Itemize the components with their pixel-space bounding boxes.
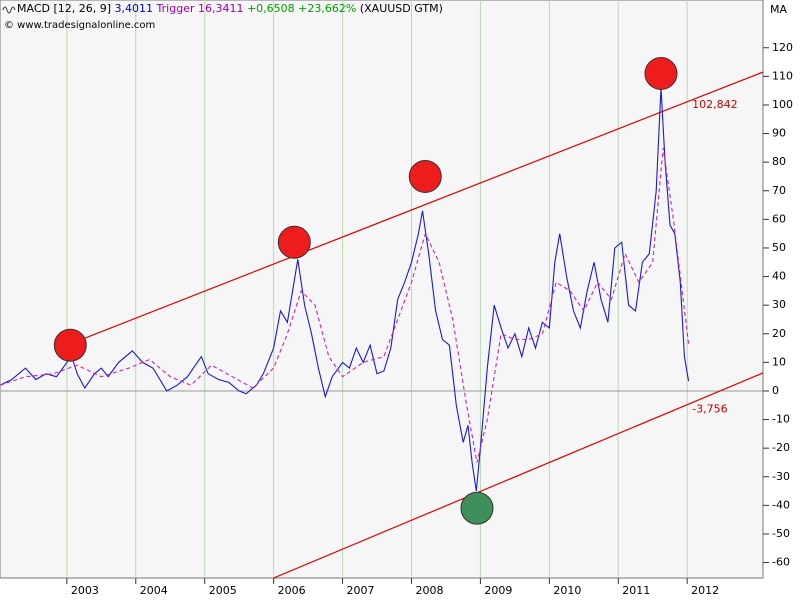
axis-title: MA — [770, 3, 787, 16]
axes: 2003 2004 2005 2006 2007 2008 2009 2010 2011 2012… — [66, 41, 793, 597]
annotation: -3,756 — [692, 403, 727, 416]
y-tick-label: 50 — [772, 241, 786, 254]
x-tick-label: 2003 — [71, 584, 99, 597]
indicator-icon — [2, 6, 16, 14]
change: +0,6508 +23,662% — [247, 2, 356, 15]
y-tick-label: -10 — [772, 413, 790, 426]
trigger: Trigger 16,3411 — [156, 2, 244, 15]
y-tick-label: 120 — [772, 41, 793, 54]
x-tick-label: 2009 — [484, 584, 512, 597]
y-tick-label: 0 — [772, 384, 779, 397]
highlight-marker — [644, 57, 678, 91]
symbol: (XAUUSD GTM) — [360, 2, 443, 15]
y-tick-label: 30 — [772, 298, 786, 311]
y-tick-label: -30 — [772, 470, 790, 483]
plot-area — [0, 0, 764, 579]
last-value: 3,4011 — [115, 2, 154, 15]
header: MACD [12, 26, 9] 3,4011 Trigger 16,3411 … — [17, 2, 443, 15]
highlight-marker — [408, 159, 442, 193]
x-tick-label: 2005 — [209, 584, 237, 597]
y-tick-label: -40 — [772, 498, 790, 511]
y-tick-label: 70 — [772, 184, 786, 197]
trend-line — [66, 71, 763, 346]
series-line — [0, 87, 690, 492]
y-tick-label: -50 — [772, 527, 790, 540]
x-tick-label: 2010 — [553, 584, 581, 597]
indicator: MACD [12, 26, 9] — [17, 2, 111, 15]
y-tick-label: 60 — [772, 212, 786, 225]
x-tick-label: 2011 — [622, 584, 650, 597]
highlight-marker — [460, 491, 494, 525]
highlight-marker — [277, 225, 311, 259]
highlight-marker — [53, 328, 87, 362]
trend-line — [273, 372, 763, 578]
y-tick-label: 40 — [772, 270, 786, 283]
y-tick-label: 90 — [772, 127, 786, 140]
x-tick-label: 2004 — [140, 584, 168, 597]
x-tick-label: 2006 — [278, 584, 306, 597]
y-tick-label: 100 — [772, 98, 793, 111]
x-tick-label: 2007 — [347, 584, 375, 597]
y-tick-label: 110 — [772, 69, 793, 82]
series-line — [0, 147, 690, 463]
copyright: © www.tradesignalonline.com — [4, 20, 155, 31]
y-tick-label: -20 — [772, 441, 790, 454]
plot — [0, 57, 763, 578]
y-tick-label: 10 — [772, 355, 786, 368]
y-tick-label: 80 — [772, 155, 786, 168]
grid — [0, 0, 763, 578]
y-tick-label: -60 — [772, 556, 790, 569]
x-tick-label: 2012 — [691, 584, 719, 597]
x-tick-label: 2008 — [415, 584, 443, 597]
annotation: 102,842 — [692, 98, 738, 111]
y-tick-label: 20 — [772, 327, 786, 340]
